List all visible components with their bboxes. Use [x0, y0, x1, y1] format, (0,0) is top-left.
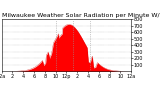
- Text: Milwaukee Weather Solar Radiation per Minute W/m2 (Last 24 Hours): Milwaukee Weather Solar Radiation per Mi…: [2, 13, 160, 18]
